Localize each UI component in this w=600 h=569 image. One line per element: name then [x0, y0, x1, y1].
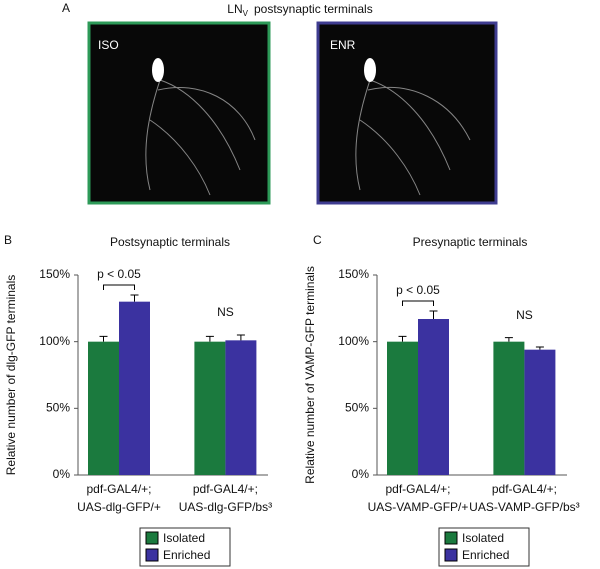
chart-title: Postsynaptic terminals: [110, 235, 230, 249]
legend-swatch: [444, 548, 458, 562]
bar: [387, 341, 418, 475]
x-tick-label: UAS-dlg-GFP/bs³: [179, 500, 272, 514]
annotation: p < 0.05: [396, 283, 440, 297]
y-tick-label: 150%: [338, 267, 369, 281]
legend-label: Isolated: [163, 531, 205, 545]
significance-bracket: [103, 284, 135, 290]
error-bar: [535, 346, 544, 350]
annotation: NS: [516, 308, 533, 322]
bar: [88, 341, 119, 475]
bar: [493, 341, 525, 475]
panel-label: C: [313, 233, 322, 247]
error-bar: [99, 335, 108, 342]
y-tick-label: 0%: [352, 467, 370, 481]
neuron-arbor: [145, 79, 471, 196]
bar: [418, 319, 449, 475]
y-tick-label: 50%: [345, 401, 369, 415]
legend-box: [438, 527, 530, 567]
x-tick-label: pdf-GAL4/+;: [385, 482, 450, 496]
bar: [524, 349, 556, 475]
bar: [119, 301, 150, 475]
annotation: NS: [217, 305, 234, 319]
cell-body: [364, 58, 376, 82]
error-bar: [236, 334, 245, 341]
x-tick-label: UAS-VAMP-GFP/bs³: [469, 500, 579, 514]
y-axis-label: Relative number of VAMP-GFP terminals: [303, 266, 317, 484]
annotation: p < 0.05: [97, 267, 141, 281]
x-tick-label: UAS-VAMP-GFP/+: [368, 500, 469, 514]
x-tick-label: pdf-GAL4/+;: [193, 482, 258, 496]
x-tick-label: UAS-dlg-GFP/+: [77, 500, 161, 514]
y-tick-label: 0%: [53, 467, 71, 481]
chart-title: Presynaptic terminals: [413, 235, 528, 249]
y-axis-label: Relative number of dlg-GFP terminals: [4, 275, 18, 476]
panel-label: A: [62, 1, 70, 15]
error-bar: [205, 335, 214, 342]
legend-box: [139, 527, 231, 567]
x-tick-label: pdf-GAL4/+;: [492, 482, 557, 496]
legend-swatch: [444, 531, 458, 545]
legend-label: Enriched: [462, 548, 509, 562]
image-label: ISO: [98, 38, 119, 52]
legend-swatch: [145, 548, 159, 562]
bar: [194, 341, 226, 475]
panel-label: B: [4, 233, 12, 247]
significance-bracket: [402, 300, 434, 306]
panel-title: LNV postsynaptic terminals: [227, 2, 372, 18]
legend-label: Isolated: [462, 531, 504, 545]
y-tick-label: 100%: [39, 334, 70, 348]
image-label: ENR: [330, 38, 356, 52]
error-bar: [130, 294, 139, 302]
legend-swatch: [145, 531, 159, 545]
error-bar: [398, 335, 407, 342]
error-bar: [429, 310, 438, 319]
x-tick-label: pdf-GAL4/+;: [86, 482, 151, 496]
bar: [225, 340, 257, 475]
error-bar: [504, 337, 513, 342]
y-tick-label: 150%: [39, 267, 70, 281]
y-tick-label: 50%: [46, 401, 70, 415]
cell-body: [152, 58, 164, 82]
y-tick-label: 100%: [338, 334, 369, 348]
legend-label: Enriched: [163, 548, 210, 562]
image-enr: [316, 21, 498, 205]
